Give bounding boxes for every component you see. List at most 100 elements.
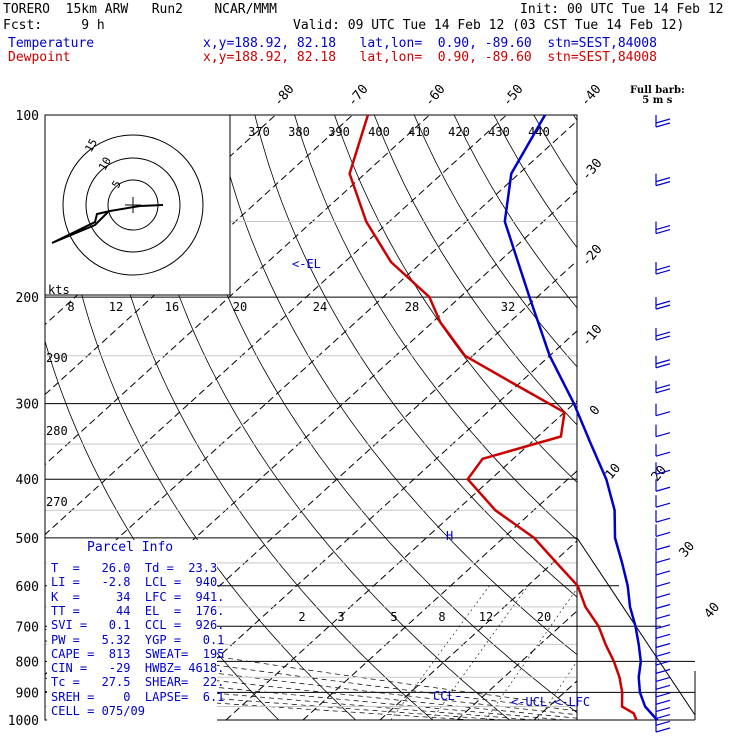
mixing-ratio-label: 16 xyxy=(165,300,179,314)
mixing-ratio-label: 28 xyxy=(405,300,419,314)
pressure-tick-label: 100 xyxy=(16,109,39,124)
wind-barbs xyxy=(655,115,671,733)
theta-label: 410 xyxy=(408,125,430,139)
mixing-ratio-label: 24 xyxy=(313,300,327,314)
dewpoint-legend: Dewpoint xyxy=(8,50,71,65)
full-barb-legend: Full barb: 5 m s xyxy=(630,86,685,106)
dry-adiabat xyxy=(614,115,740,720)
hodograph-ring-label: 15 xyxy=(82,137,100,155)
wind-barb-flag xyxy=(655,603,671,610)
temperature-tick-label: 0 xyxy=(587,403,604,419)
wind-barb-flag xyxy=(655,570,671,576)
wind-barb-flag xyxy=(655,118,671,124)
pressure-tick-label: 500 xyxy=(16,532,39,547)
isotherm xyxy=(45,120,577,606)
isotherm xyxy=(302,470,577,720)
hodograph-units: kts xyxy=(48,283,70,297)
temperature-tick-label: -50 xyxy=(500,82,527,110)
wind-barb-flag xyxy=(655,228,671,235)
pressure-tick-label: 600 xyxy=(16,580,39,595)
wind-barb-flag xyxy=(655,335,671,341)
mixing-ratio-label: 2 xyxy=(298,610,305,624)
wind-barb-flag xyxy=(655,469,671,475)
isotherm xyxy=(45,115,507,536)
wind-barb-flag xyxy=(655,269,671,275)
temperature-tick-label: -30 xyxy=(579,156,606,184)
parcel-info-row: CIN = -29 HWBZ= 4618. xyxy=(51,661,225,676)
mixing-ratio-label: 12 xyxy=(479,610,493,624)
mixing-ratio-label: 8 xyxy=(67,300,74,314)
wind-barb-flag xyxy=(655,684,671,690)
wind-barb-flag xyxy=(655,720,671,726)
wind-barb-flag xyxy=(655,676,671,683)
temperature-tick-label: -80 xyxy=(271,82,298,110)
pressure-tick-label: 700 xyxy=(16,620,39,635)
temperature-tick-label: -10 xyxy=(579,322,606,350)
isotherm xyxy=(379,540,577,720)
wind-barb-flag xyxy=(655,300,671,306)
parcel-info-row: SREH = 0 LAPSE= 6.1 xyxy=(51,689,225,704)
pressure-tick-label: 300 xyxy=(16,398,39,413)
wind-barb-flag xyxy=(655,363,671,369)
wind-barb-flag xyxy=(655,432,671,438)
pressure-tick-label: 1000 xyxy=(8,714,39,729)
wind-barb-flag xyxy=(655,624,671,630)
theta-label: 290 xyxy=(46,351,68,365)
skewt-annotations: <-EL H CCL- <-UCL <-LFC xyxy=(292,257,590,709)
hodograph-ring-label: 10 xyxy=(96,155,114,173)
wind-barb-flag xyxy=(655,384,671,390)
theta-label: 370 xyxy=(248,125,270,139)
theta-label: 400 xyxy=(368,125,390,139)
wind-barb-flag xyxy=(655,727,671,733)
mixing-ratio-label: 32 xyxy=(501,300,515,314)
parcel-info-title: Parcel Info xyxy=(87,540,174,555)
parcel-info-row: SVI = 0.1 CCL = 926. xyxy=(51,618,225,633)
isotherm xyxy=(148,330,577,720)
temperature-legend: Temperature xyxy=(8,36,95,51)
annotation-label: <-UCL xyxy=(511,695,547,709)
isotherm xyxy=(688,115,740,720)
annotation-label: <-LFC xyxy=(554,695,590,709)
dewpoint-line xyxy=(348,114,638,721)
dry-adiabat xyxy=(693,115,740,720)
parcel-info-row: T = 26.0 Td = 23.3 xyxy=(51,561,218,575)
model-title: TORERO 15km ARW Run2 NCAR/MMM xyxy=(3,2,277,17)
wind-barb-flag xyxy=(655,614,671,620)
full-barb-units: 5 m s xyxy=(642,95,673,106)
wind-barb-flag xyxy=(655,181,671,187)
wind-barb-flag xyxy=(655,713,671,720)
temperature-location-info: x,y=188.92, 82.18 lat,lon= 0.90, -89.60 … xyxy=(203,36,657,51)
wind-barb-flag xyxy=(655,359,671,365)
temperature-tick-label: -40 xyxy=(578,82,605,110)
temperature-line xyxy=(503,114,659,721)
theta-label: 430 xyxy=(488,125,510,139)
forecast-hour: Fcst: 9 h xyxy=(3,18,105,33)
wind-barb-flag xyxy=(655,331,671,337)
theta-label: 390 xyxy=(328,125,350,139)
dry-adiabat xyxy=(174,115,577,714)
parcel-info-row: Tc = 27.5 SHEAR= 22. xyxy=(51,675,225,690)
temperature-tick-label: -70 xyxy=(345,82,372,110)
annotation-label: H xyxy=(446,529,453,543)
wind-barb-flag xyxy=(655,531,671,537)
wind-barb-flag xyxy=(655,699,671,705)
dry-adiabat xyxy=(733,115,740,720)
parcel-info-panel: Parcel Info T = 26.0 Td = 23.3 LI = -2.8 … xyxy=(47,540,224,730)
wind-barb-flag xyxy=(655,651,671,657)
wind-barb-flag xyxy=(655,593,671,599)
isotherm xyxy=(225,400,577,720)
mixing-ratio-line xyxy=(537,660,577,720)
valid-time: Valid: 09 UTC Tue 14 Feb 12 (03 CST Tue … xyxy=(293,18,685,33)
parcel-info-row: CELL = 075/09 xyxy=(51,704,145,718)
isotherm xyxy=(456,610,577,720)
temperature-tick-label: -60 xyxy=(422,82,449,110)
wind-barb-flag xyxy=(655,517,671,523)
theta-label: 280 xyxy=(46,424,68,438)
wind-barb-flag xyxy=(655,122,671,128)
wind-barb-flag xyxy=(655,411,671,417)
hodograph-ring xyxy=(85,157,181,253)
parcel-info-row: TT = 44 EL = 176. xyxy=(51,603,225,618)
mixing-ratio-label: 5 xyxy=(390,610,397,624)
